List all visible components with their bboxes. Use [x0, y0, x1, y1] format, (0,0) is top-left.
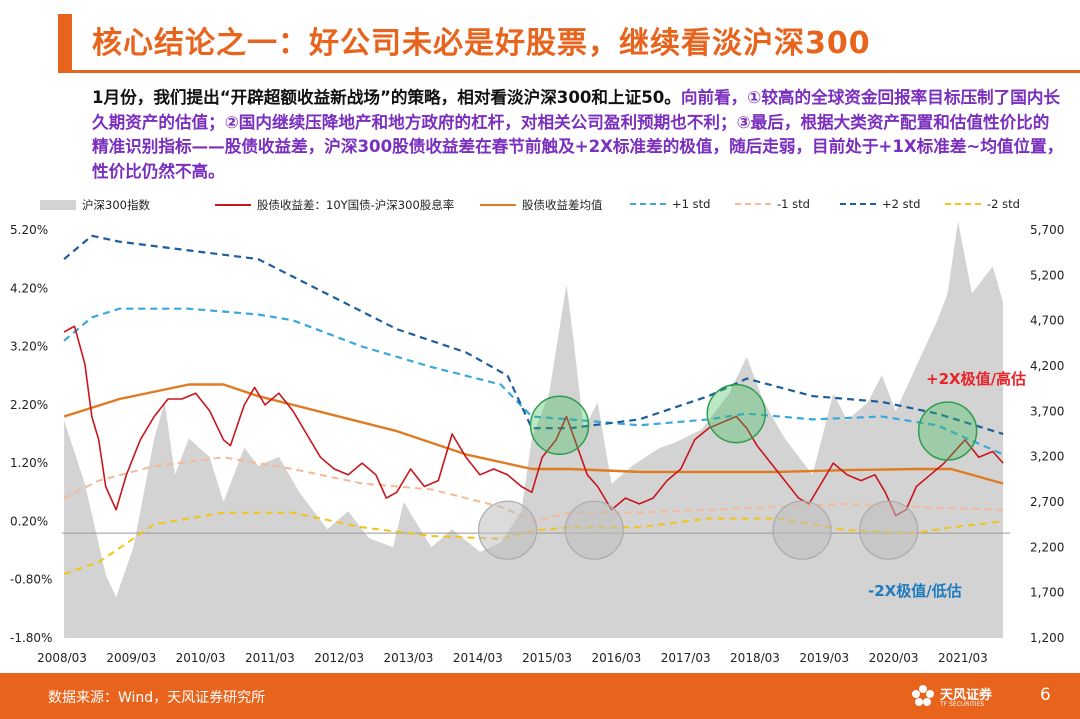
- chart-legend: 沪深300指数 股债收益差：10Y国债-沪深300股息率 股债收益差均值 +1 …: [40, 197, 1070, 217]
- low-valuation-circle-3: [859, 500, 919, 560]
- x-tick-label: 2014/03: [453, 651, 503, 665]
- y-right-tick-label: 2,200: [1030, 540, 1064, 554]
- y-right-tick-label: 4,200: [1030, 359, 1064, 373]
- legend-swatch-spread: [215, 204, 251, 206]
- summary-paragraph: 1月份，我们提出“开辟超额收益新战场”的策略，相对看淡沪深300和上证50。向前…: [92, 86, 1064, 184]
- x-tick-label: 2012/03: [314, 651, 364, 665]
- low-valuation-circle-0: [477, 500, 538, 560]
- y-left-tick-label: 0.20%: [10, 514, 48, 528]
- y-right-tick-label: 4,700: [1030, 314, 1064, 328]
- company-logo: 天风证券 TF SECURITIES: [910, 679, 1030, 713]
- slide-title: 核心结论之一：好公司未必是好股票，继续看淡沪深300: [92, 26, 871, 61]
- low-valuation-circle-2: [772, 500, 832, 560]
- y-left-tick-label: 1.20%: [10, 456, 48, 470]
- legend-item-spread: 股债收益差：10Y国债-沪深300股息率: [215, 197, 454, 213]
- legend-label-minus2: -2 std: [987, 197, 1020, 211]
- legend-item-minus1: -1 std: [735, 197, 810, 211]
- legend-label-spread: 股债收益差：10Y国债-沪深300股息率: [257, 198, 455, 212]
- y-right-tick-label: 2,700: [1030, 495, 1064, 509]
- y-right-tick-label: 3,200: [1030, 450, 1064, 464]
- legend-swatch-plus2: [840, 203, 876, 205]
- y-right-tick-label: 5,700: [1030, 223, 1064, 237]
- legend-item-mean: 股债收益差均值: [480, 197, 603, 213]
- x-tick-label: 2013/03: [384, 651, 434, 665]
- legend-label-mean: 股债收益差均值: [522, 198, 603, 212]
- series-plus2-line: [63, 234, 1004, 436]
- logo-text: 天风证券: [940, 688, 993, 703]
- x-tick-label: 2021/03: [938, 651, 988, 665]
- legend-swatch-minus1: [735, 203, 771, 205]
- y-right-tick-label: 1,200: [1030, 631, 1064, 645]
- data-source: 数据来源：Wind，天风证券研究所: [48, 690, 266, 706]
- legend-swatch-plus1: [630, 203, 666, 205]
- legend-label-index: 沪深300指数: [82, 198, 150, 212]
- y-right-tick-label: 5,200: [1030, 268, 1064, 282]
- legend-item-minus2: -2 std: [945, 197, 1020, 211]
- summary-highlight: 向前看，①较高的全球资金回报率目标压制了国内长久期资产的估值；②国内继续压降地产…: [92, 88, 1064, 181]
- title-accent-bar: [58, 14, 72, 70]
- chart-plot: 5.20% 4.20% 3.20% 2.20% 1.20% 0.20% -0.80% -1.8…: [10, 220, 1064, 665]
- title-underline: [58, 70, 1080, 73]
- x-tick-label: 2017/03: [661, 651, 711, 665]
- legend-swatch-mean: [480, 204, 516, 206]
- summary-plain: 1月份，我们提出“开辟超额收益新战场”的策略，相对看淡沪深300和上证50。: [92, 88, 681, 107]
- series-spread-line: [63, 325, 1004, 517]
- y-left-tick-label: 4.20%: [10, 281, 48, 295]
- page-number: 6: [1040, 685, 1051, 705]
- legend-item-index: 沪深300指数: [40, 197, 150, 213]
- x-tick-label: 2019/03: [799, 651, 849, 665]
- y-left-tick-label: 3.20%: [10, 340, 48, 354]
- y-left-tick-label: 2.20%: [10, 398, 48, 412]
- series-mean-line: [63, 383, 1004, 485]
- high-valuation-circle-2: [917, 401, 978, 461]
- legend-item-plus1: +1 std: [630, 197, 710, 211]
- x-tick-label: 2020/03: [869, 651, 919, 665]
- x-tick-label: 2015/03: [522, 651, 572, 665]
- annotation-high: +2X极值/高估: [926, 370, 1027, 388]
- x-tick-label: 2011/03: [245, 651, 295, 665]
- series-plus1-line: [63, 307, 1004, 456]
- x-tick-label: 2008/03: [37, 651, 87, 665]
- logo-subtext: TF SECURITIES: [940, 701, 985, 708]
- x-tick-label: 2009/03: [106, 651, 156, 665]
- annotation-low: -2X极值/低估: [868, 582, 962, 600]
- x-tick-label: 2018/03: [730, 651, 780, 665]
- legend-swatch-index: [40, 200, 76, 210]
- legend-label-minus1: -1 std: [777, 197, 810, 211]
- x-tick-label: 2016/03: [591, 651, 641, 665]
- series-index-area: [64, 220, 1004, 638]
- high-valuation-circle-1: [706, 383, 767, 444]
- y-right-tick-label: 3,700: [1030, 404, 1064, 418]
- y-right-tick-label: 1,700: [1030, 586, 1064, 600]
- footer-bar: 数据来源：Wind，天风证券研究所 天风证券 TF SECURITIES 6: [0, 673, 1080, 719]
- x-tick-label: 2010/03: [176, 651, 226, 665]
- legend-label-plus2: +2 std: [882, 197, 921, 211]
- legend-swatch-minus2: [945, 203, 981, 205]
- y-left-tick-label: -0.80%: [10, 573, 52, 587]
- high-valuation-circle-0: [529, 395, 590, 456]
- series-minus2-line: [63, 511, 1004, 575]
- legend-label-plus1: +1 std: [672, 197, 711, 211]
- y-left-tick-label: 5.20%: [10, 223, 48, 237]
- legend-item-plus2: +2 std: [840, 197, 920, 211]
- low-valuation-circle-1: [564, 500, 624, 560]
- y-left-tick-label: -1.80%: [10, 631, 52, 645]
- logo-flower-icon: [912, 685, 934, 706]
